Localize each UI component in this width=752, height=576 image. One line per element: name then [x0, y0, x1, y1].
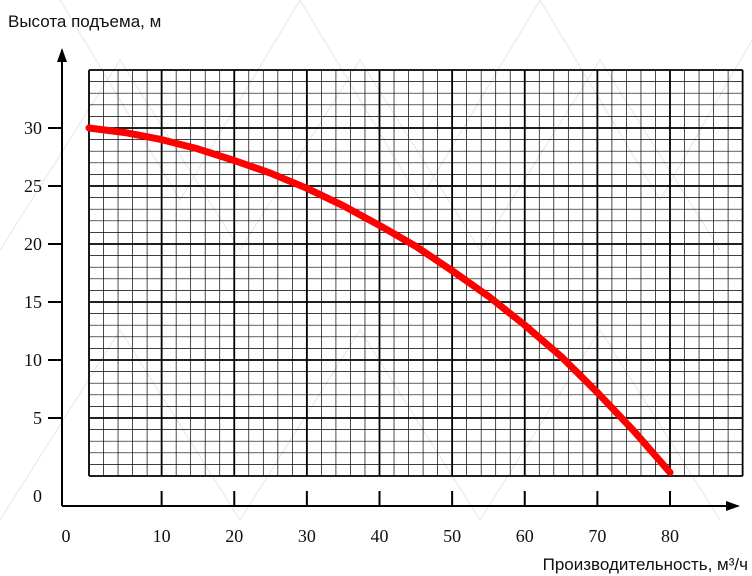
x-tick-label: 70 [588, 526, 606, 546]
y-tick-label: 20 [24, 234, 42, 254]
y-tick-label: 25 [24, 176, 42, 196]
y-tick-label: 5 [33, 408, 42, 428]
x-tick-label: 20 [225, 526, 243, 546]
y-tick-label: 30 [24, 118, 42, 138]
y-axis-title: Высота подъема, м [8, 12, 161, 31]
y-tick-label: 0 [33, 486, 42, 506]
x-tick-label: 0 [62, 526, 71, 546]
x-tick-label: 40 [371, 526, 389, 546]
major-grid [88, 69, 744, 477]
y-tick-label: 15 [24, 292, 42, 312]
performance-curve [85, 124, 674, 476]
y-tick-labels: 0 5 10 15 20 25 30 [24, 118, 42, 506]
x-ticks [160, 491, 671, 506]
x-tick-label: 30 [298, 526, 316, 546]
y-ticks [48, 127, 62, 419]
x-tick-label: 60 [516, 526, 534, 546]
y-tick-label: 10 [24, 350, 42, 370]
x-tick-label: 10 [153, 526, 171, 546]
background-watermark [0, 0, 752, 521]
x-tick-label: 80 [661, 526, 679, 546]
x-tick-labels: 0 10 20 30 40 50 60 70 80 [62, 526, 680, 546]
series-layer [85, 124, 674, 476]
x-tick-label: 50 [443, 526, 461, 546]
x-axis-title: Производительность, м³/ч [543, 555, 748, 574]
